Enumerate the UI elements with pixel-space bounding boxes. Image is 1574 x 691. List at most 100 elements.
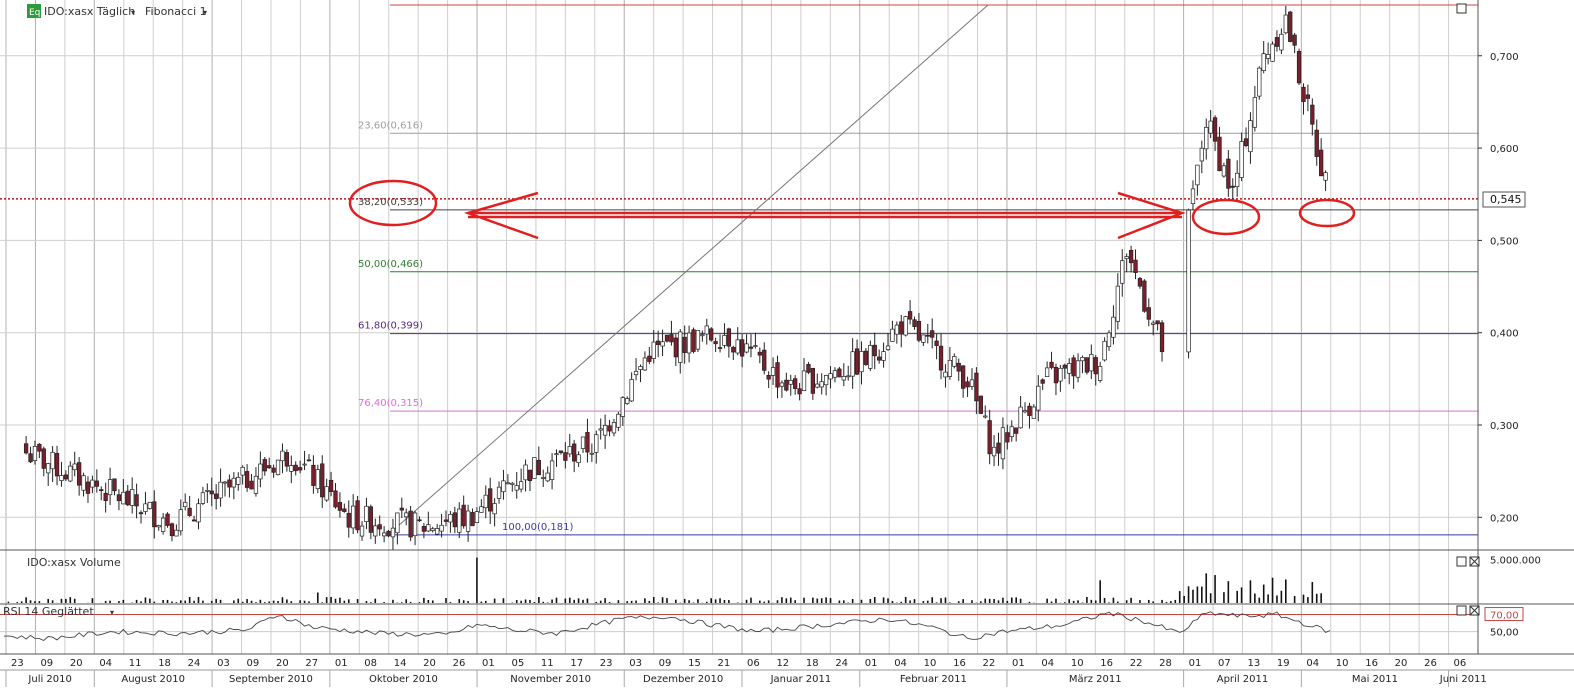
candle-body: [1018, 406, 1023, 429]
rsi-pane-title-arrow[interactable]: ▾: [110, 608, 114, 617]
candle-body: [1261, 53, 1266, 71]
candle-body: [156, 525, 161, 528]
candle-body: [925, 334, 930, 337]
candle-body: [1067, 363, 1072, 374]
candle-body: [324, 486, 329, 501]
x-day-label: 24: [835, 658, 848, 669]
candle-body: [448, 514, 453, 523]
candle-body: [1155, 320, 1160, 325]
candle-body: [333, 490, 338, 508]
candle-body: [315, 469, 320, 490]
candle-body: [430, 528, 435, 531]
candle-body: [359, 525, 365, 537]
candle-body: [916, 320, 922, 341]
candle-body: [1310, 104, 1315, 125]
x-day-label: 26: [1424, 658, 1437, 669]
candle-body: [408, 510, 413, 538]
candle-body: [1314, 129, 1319, 157]
candle-body: [762, 349, 767, 371]
x-day-label: 11: [541, 658, 554, 669]
candle-body: [1093, 357, 1098, 375]
x-day-label: 16: [1100, 658, 1113, 669]
symbol-dropdown-arrow[interactable]: ▾: [131, 8, 135, 17]
x-day-label: 20: [423, 658, 436, 669]
candle-body: [54, 453, 60, 477]
candle-body: [1124, 256, 1129, 259]
maximize-rsi-pane-button[interactable]: [1456, 605, 1467, 616]
x-month-label: September 2010: [229, 674, 313, 685]
candle-body: [191, 519, 197, 522]
annotation-ellipse-low-1: [1191, 198, 1261, 236]
candle-body: [342, 508, 347, 512]
candle-body: [859, 351, 864, 373]
candle-body: [297, 467, 303, 471]
x-day-label: 01: [1012, 658, 1025, 669]
candle-body: [364, 505, 369, 523]
candle-body: [947, 359, 953, 377]
candle-body: [368, 506, 374, 533]
candle-body: [770, 367, 776, 376]
x-day-label: 07: [1218, 658, 1231, 669]
candle-body: [1301, 86, 1306, 102]
candle-body: [837, 368, 842, 378]
x-day-label: 18: [806, 658, 819, 669]
candle-body: [960, 365, 966, 389]
candle-body: [81, 475, 86, 491]
candle-body: [1226, 158, 1231, 189]
candle-body: [523, 464, 528, 481]
x-month-label: April 2011: [1217, 674, 1268, 685]
candle-body: [567, 445, 572, 455]
candle-body: [1208, 120, 1213, 134]
candle-body: [187, 507, 192, 516]
volume-pane-title: IDO:xasx Volume: [27, 556, 121, 569]
candle-body: [532, 457, 537, 479]
candle-body: [956, 362, 961, 372]
symbol-dropdown[interactable]: IDO:xasx Täglich: [44, 5, 135, 18]
x-month-label: Februar 2011: [900, 674, 967, 685]
rsi-y-tick-label: 50,00: [1490, 628, 1519, 639]
candle-body: [978, 395, 983, 414]
candle-body: [488, 488, 493, 512]
candle-body: [258, 463, 263, 480]
candle-body: [903, 316, 908, 336]
candle-body: [1292, 34, 1297, 46]
volume-y-tick-label: 5.000.000: [1490, 555, 1541, 566]
maximize-volume-pane-button[interactable]: [1456, 556, 1467, 567]
candle-body: [686, 332, 692, 354]
fibonacci-dropdown-arrow[interactable]: ▾: [203, 8, 207, 17]
candle-body: [1151, 322, 1156, 325]
candle-body: [85, 481, 91, 494]
candle-body: [1080, 357, 1085, 362]
candle-body: [952, 356, 957, 367]
candle-body: [63, 474, 69, 480]
candle-body: [404, 512, 409, 518]
x-day-label: 01: [1189, 658, 1202, 669]
x-day-label: 20: [70, 658, 83, 669]
candle-body: [439, 524, 444, 532]
candle-body: [576, 454, 581, 464]
candle-body: [59, 475, 64, 481]
x-day-label: 01: [335, 658, 348, 669]
candle-body: [969, 379, 975, 387]
candle-body: [1075, 360, 1081, 378]
fibonacci-dropdown[interactable]: Fibonacci 1: [145, 5, 207, 18]
candle-body: [850, 351, 855, 377]
candle-body: [841, 376, 846, 381]
candle-body: [1106, 332, 1112, 347]
rsi-pane-title[interactable]: RSI 14 Geglättet: [3, 605, 94, 618]
candle-body: [196, 503, 201, 523]
candle-body: [607, 425, 612, 432]
x-month-label: November 2010: [510, 674, 591, 685]
candle-body: [417, 519, 422, 522]
candle-body: [412, 512, 418, 537]
candle-body: [121, 491, 126, 505]
candle-body: [160, 517, 166, 532]
candle-body: [629, 379, 634, 402]
maximize-price-pane-button[interactable]: [1456, 3, 1467, 14]
candle-body: [1257, 67, 1262, 97]
candle-body: [94, 480, 99, 487]
candle-body: [863, 350, 869, 365]
x-day-label: 24: [188, 658, 201, 669]
candle-body: [974, 372, 979, 402]
candle-body: [868, 345, 873, 369]
